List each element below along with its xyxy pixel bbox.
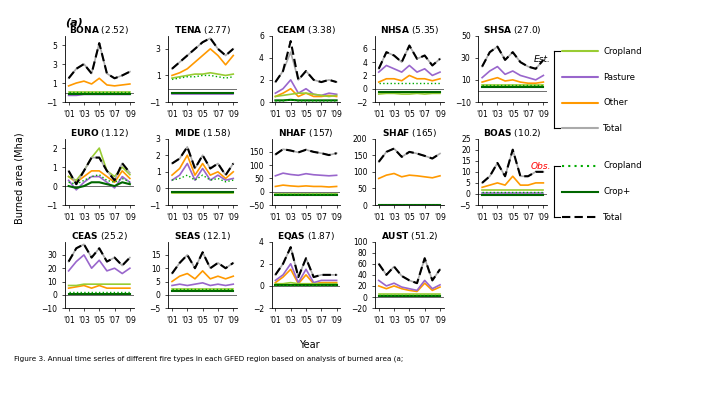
Text: (a): (a) <box>65 18 83 28</box>
Text: Total: Total <box>603 213 624 222</box>
Text: Total: Total <box>603 124 624 133</box>
Text: Obs.: Obs. <box>531 162 551 171</box>
Text: Burned area (Mha): Burned area (Mha) <box>14 132 24 224</box>
Title: $\bf{CEAS}$ (25.2): $\bf{CEAS}$ (25.2) <box>71 229 127 242</box>
Text: Crop+: Crop+ <box>603 187 631 196</box>
Title: $\bf{SHAF}$ (165): $\bf{SHAF}$ (165) <box>382 126 437 139</box>
Text: Other: Other <box>603 98 628 107</box>
Text: Cropland: Cropland <box>603 47 642 56</box>
Title: $\bf{AUST}$ (51.2): $\bf{AUST}$ (51.2) <box>381 229 438 242</box>
Title: $\bf{SEAS}$ (12.1): $\bf{SEAS}$ (12.1) <box>174 229 231 242</box>
Title: $\bf{BONA}$ (2.52): $\bf{BONA}$ (2.52) <box>69 24 130 36</box>
Text: Year: Year <box>300 340 320 350</box>
Text: Figure 3. Annual time series of different fire types in each GFED region based o: Figure 3. Annual time series of differen… <box>14 356 406 362</box>
Title: $\bf{NHSA}$ (5.35): $\bf{NHSA}$ (5.35) <box>379 24 439 36</box>
Title: $\bf{EQAS}$ (1.87): $\bf{EQAS}$ (1.87) <box>277 229 335 242</box>
Title: $\bf{NHAF}$ (157): $\bf{NHAF}$ (157) <box>278 126 334 139</box>
Title: $\bf{CEAM}$ (3.38): $\bf{CEAM}$ (3.38) <box>276 24 336 36</box>
Title: $\bf{EURO}$ (1.12): $\bf{EURO}$ (1.12) <box>70 126 129 139</box>
Title: $\bf{SHSA}$ (27.0): $\bf{SHSA}$ (27.0) <box>483 24 542 36</box>
Title: $\bf{MIDE}$ (1.58): $\bf{MIDE}$ (1.58) <box>174 126 231 139</box>
Text: Cropland: Cropland <box>603 162 642 170</box>
Text: Pasture: Pasture <box>603 73 635 81</box>
Title: $\bf{BOAS}$ (10.2): $\bf{BOAS}$ (10.2) <box>483 126 542 139</box>
Title: $\bf{TENA}$ (2.77): $\bf{TENA}$ (2.77) <box>174 24 231 36</box>
Text: Est.: Est. <box>534 55 551 64</box>
